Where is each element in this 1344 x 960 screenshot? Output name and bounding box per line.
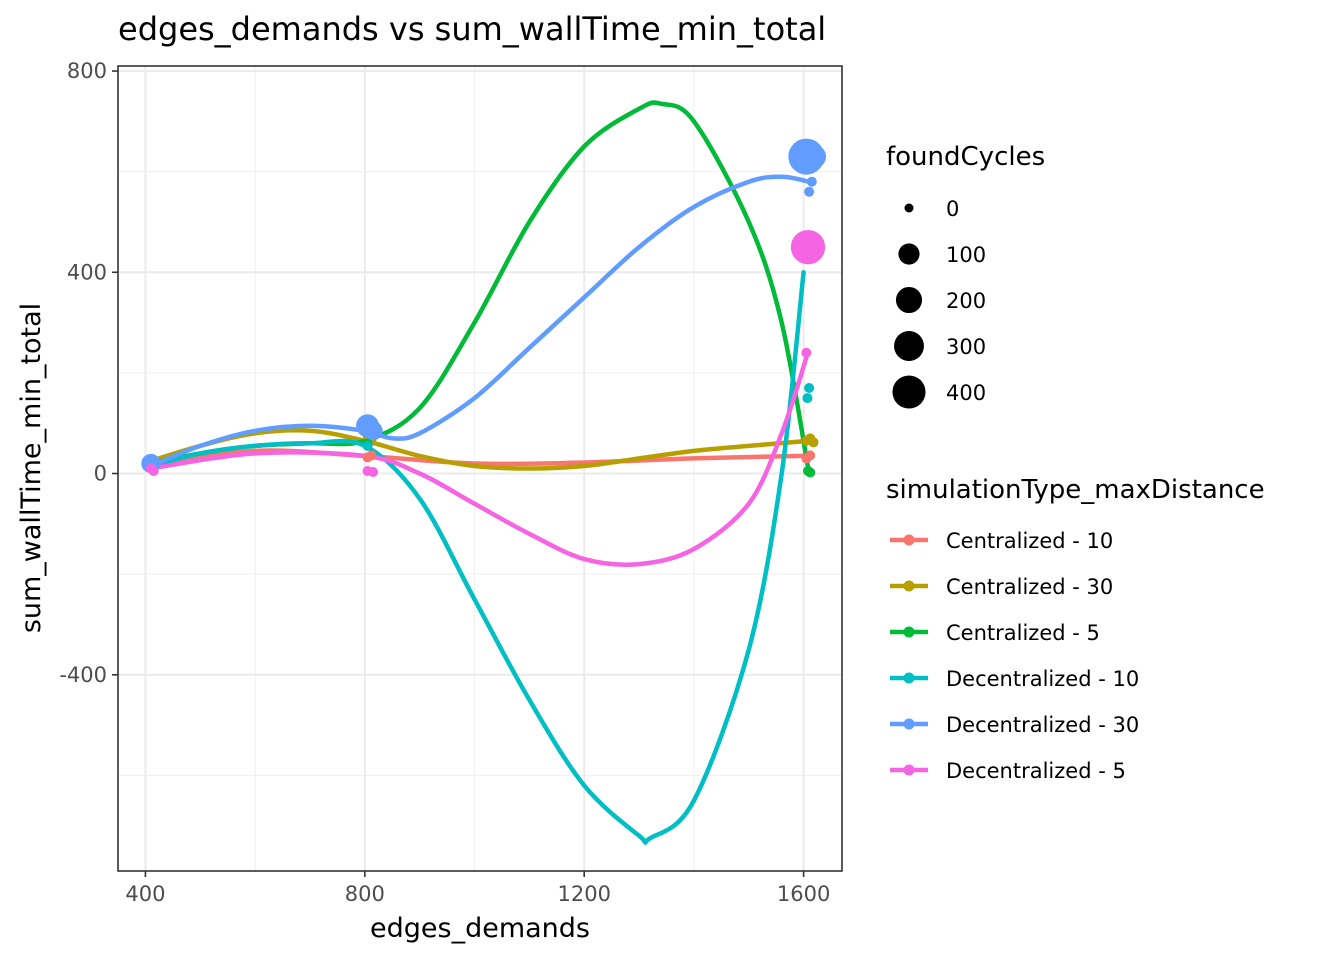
y-tick-label: 0 [94, 462, 107, 486]
data-point-decentralized-30 [804, 186, 815, 197]
data-point-centralized-5 [805, 467, 816, 478]
size-legend-title: foundCycles [886, 142, 1045, 172]
size-legend-key [895, 286, 923, 314]
size-legend-label: 100 [946, 243, 986, 267]
x-axis-title: edges_demands [370, 913, 590, 944]
data-point-centralized-10 [805, 450, 816, 461]
color-legend-title: simulationType_maxDistance [886, 475, 1265, 505]
x-axis-ticks: 400 800 1200 1600 [125, 871, 830, 906]
color-legend-key-point [903, 672, 915, 684]
smooth-line-decentralized-10 [148, 270, 806, 845]
size-legend-key [904, 203, 914, 213]
data-point-decentralized-10 [802, 393, 813, 404]
data-point-decentralized-5 [368, 467, 379, 478]
size-legend-key [898, 243, 920, 265]
data-point-decentralized-10 [362, 440, 373, 451]
data-point-decentralized-30 [803, 145, 827, 169]
data-point-decentralized-30 [363, 421, 383, 441]
y-axis-ticks: -400 0 400 800 [59, 59, 118, 687]
color-legend-label: Centralized - 10 [946, 529, 1113, 553]
y-tick-label: -400 [59, 663, 107, 687]
x-tick-label: 800 [345, 882, 385, 906]
data-point-decentralized-10 [804, 383, 815, 393]
x-tick-label: 1200 [557, 882, 610, 906]
plot-panel-border [117, 65, 843, 872]
data-point-decentralized-30 [806, 176, 817, 187]
size-legend-label: 400 [946, 381, 986, 405]
color-legend-key-point [903, 534, 915, 546]
color-legend-label: Decentralized - 5 [946, 759, 1126, 783]
color-legend-label: Decentralized - 30 [946, 713, 1139, 737]
size-legend-label: 300 [946, 335, 986, 359]
y-tick-label: 800 [67, 59, 107, 83]
color-legend-label: Centralized - 30 [946, 575, 1113, 599]
color-legend-label: Centralized - 5 [946, 621, 1100, 645]
color-legend-key-point [903, 580, 915, 592]
size-legend-label: 200 [946, 289, 986, 313]
size-legend-key [892, 375, 926, 409]
data-point-decentralized-5 [805, 232, 816, 243]
smooth-curves [148, 100, 812, 845]
data-points [141, 138, 827, 478]
color-legend-key-point [903, 718, 915, 730]
data-point-decentralized-5 [148, 466, 159, 477]
x-tick-label: 1600 [777, 882, 830, 906]
smooth-line-decentralized-30 [148, 174, 812, 469]
color-legend-key-point [903, 764, 915, 776]
smooth-line-decentralized-5 [148, 355, 809, 567]
gridlines [118, 66, 842, 871]
data-point-decentralized-5 [801, 347, 812, 358]
size-legend-label: 0 [946, 197, 959, 221]
smooth-line-centralized-10 [148, 448, 806, 469]
color-legend-key-point [903, 626, 915, 638]
y-tick-label: 400 [67, 260, 107, 284]
size-legend-key [894, 331, 924, 361]
y-axis-title: sum_wallTime_min_total [16, 303, 47, 633]
data-point-decentralized-5 [790, 229, 826, 265]
data-point-centralized-30 [808, 437, 819, 448]
chart-title: edges_demands vs sum_wallTime_min_total [118, 10, 826, 48]
x-tick-label: 400 [125, 882, 165, 906]
size-legend: 0 100 200 300 400 [892, 197, 986, 409]
color-legend: Centralized - 10 Centralized - 30 Centrali… [890, 529, 1139, 783]
color-legend-label: Decentralized - 10 [946, 667, 1139, 691]
smooth-line-centralized-30 [148, 428, 812, 471]
data-point-centralized-10 [366, 450, 377, 461]
